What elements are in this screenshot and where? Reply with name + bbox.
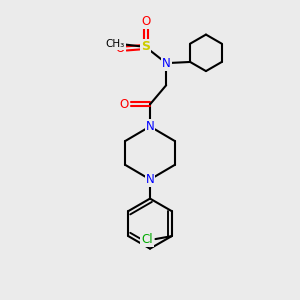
- Text: O: O: [141, 15, 150, 28]
- Text: O: O: [120, 98, 129, 111]
- Text: S: S: [141, 40, 150, 53]
- Text: CH₃: CH₃: [106, 39, 125, 49]
- Text: Cl: Cl: [141, 232, 153, 246]
- Text: O: O: [115, 42, 124, 55]
- Text: N: N: [146, 120, 154, 133]
- Text: N: N: [146, 173, 154, 186]
- Text: N: N: [162, 57, 171, 70]
